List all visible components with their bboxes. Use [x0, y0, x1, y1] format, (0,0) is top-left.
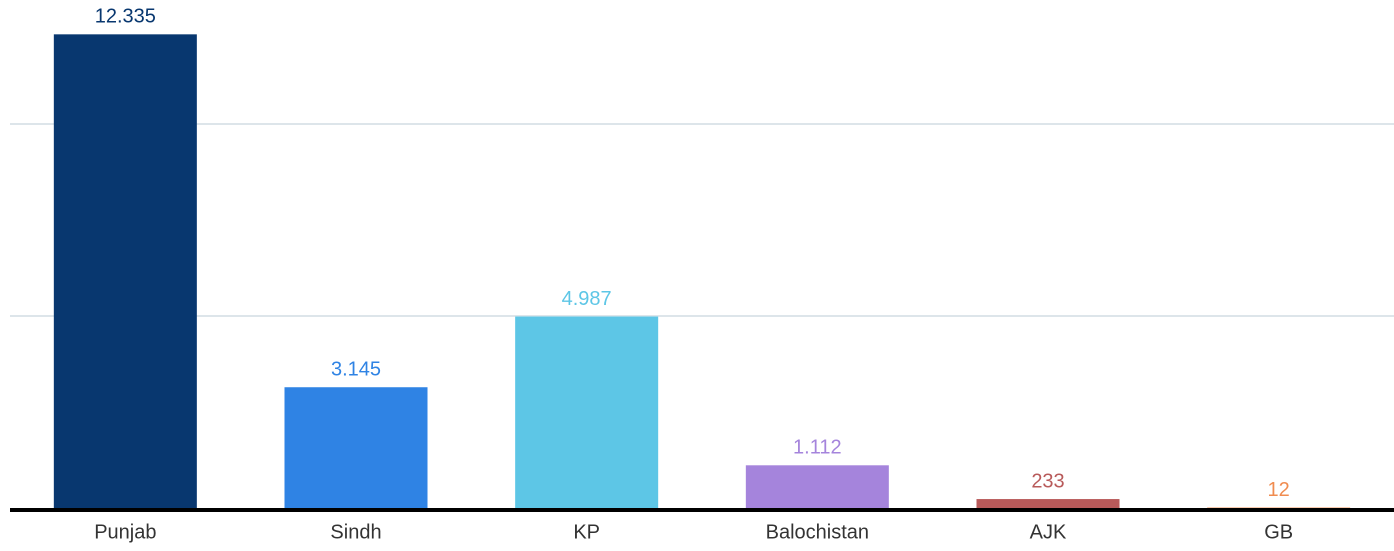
value-label: 233: [1031, 470, 1064, 492]
x-tick-label: KP: [573, 521, 600, 543]
x-tick-label: Balochistan: [766, 521, 869, 543]
value-label: 3.145: [331, 359, 381, 381]
bar: [53, 34, 197, 508]
bar: [515, 316, 659, 508]
bar: [976, 499, 1120, 508]
x-tick-label: Sindh: [330, 521, 381, 543]
value-label: 1.112: [793, 437, 842, 459]
value-label: 12.335: [95, 6, 156, 28]
value-label: 12: [1268, 479, 1290, 501]
x-tick-label: AJK: [1030, 521, 1067, 543]
x-tick-label: Punjab: [94, 521, 156, 543]
x-tick-label: GB: [1264, 521, 1293, 543]
value-label: 4.987: [562, 288, 612, 310]
bar: [284, 387, 428, 508]
bar: [745, 465, 889, 508]
